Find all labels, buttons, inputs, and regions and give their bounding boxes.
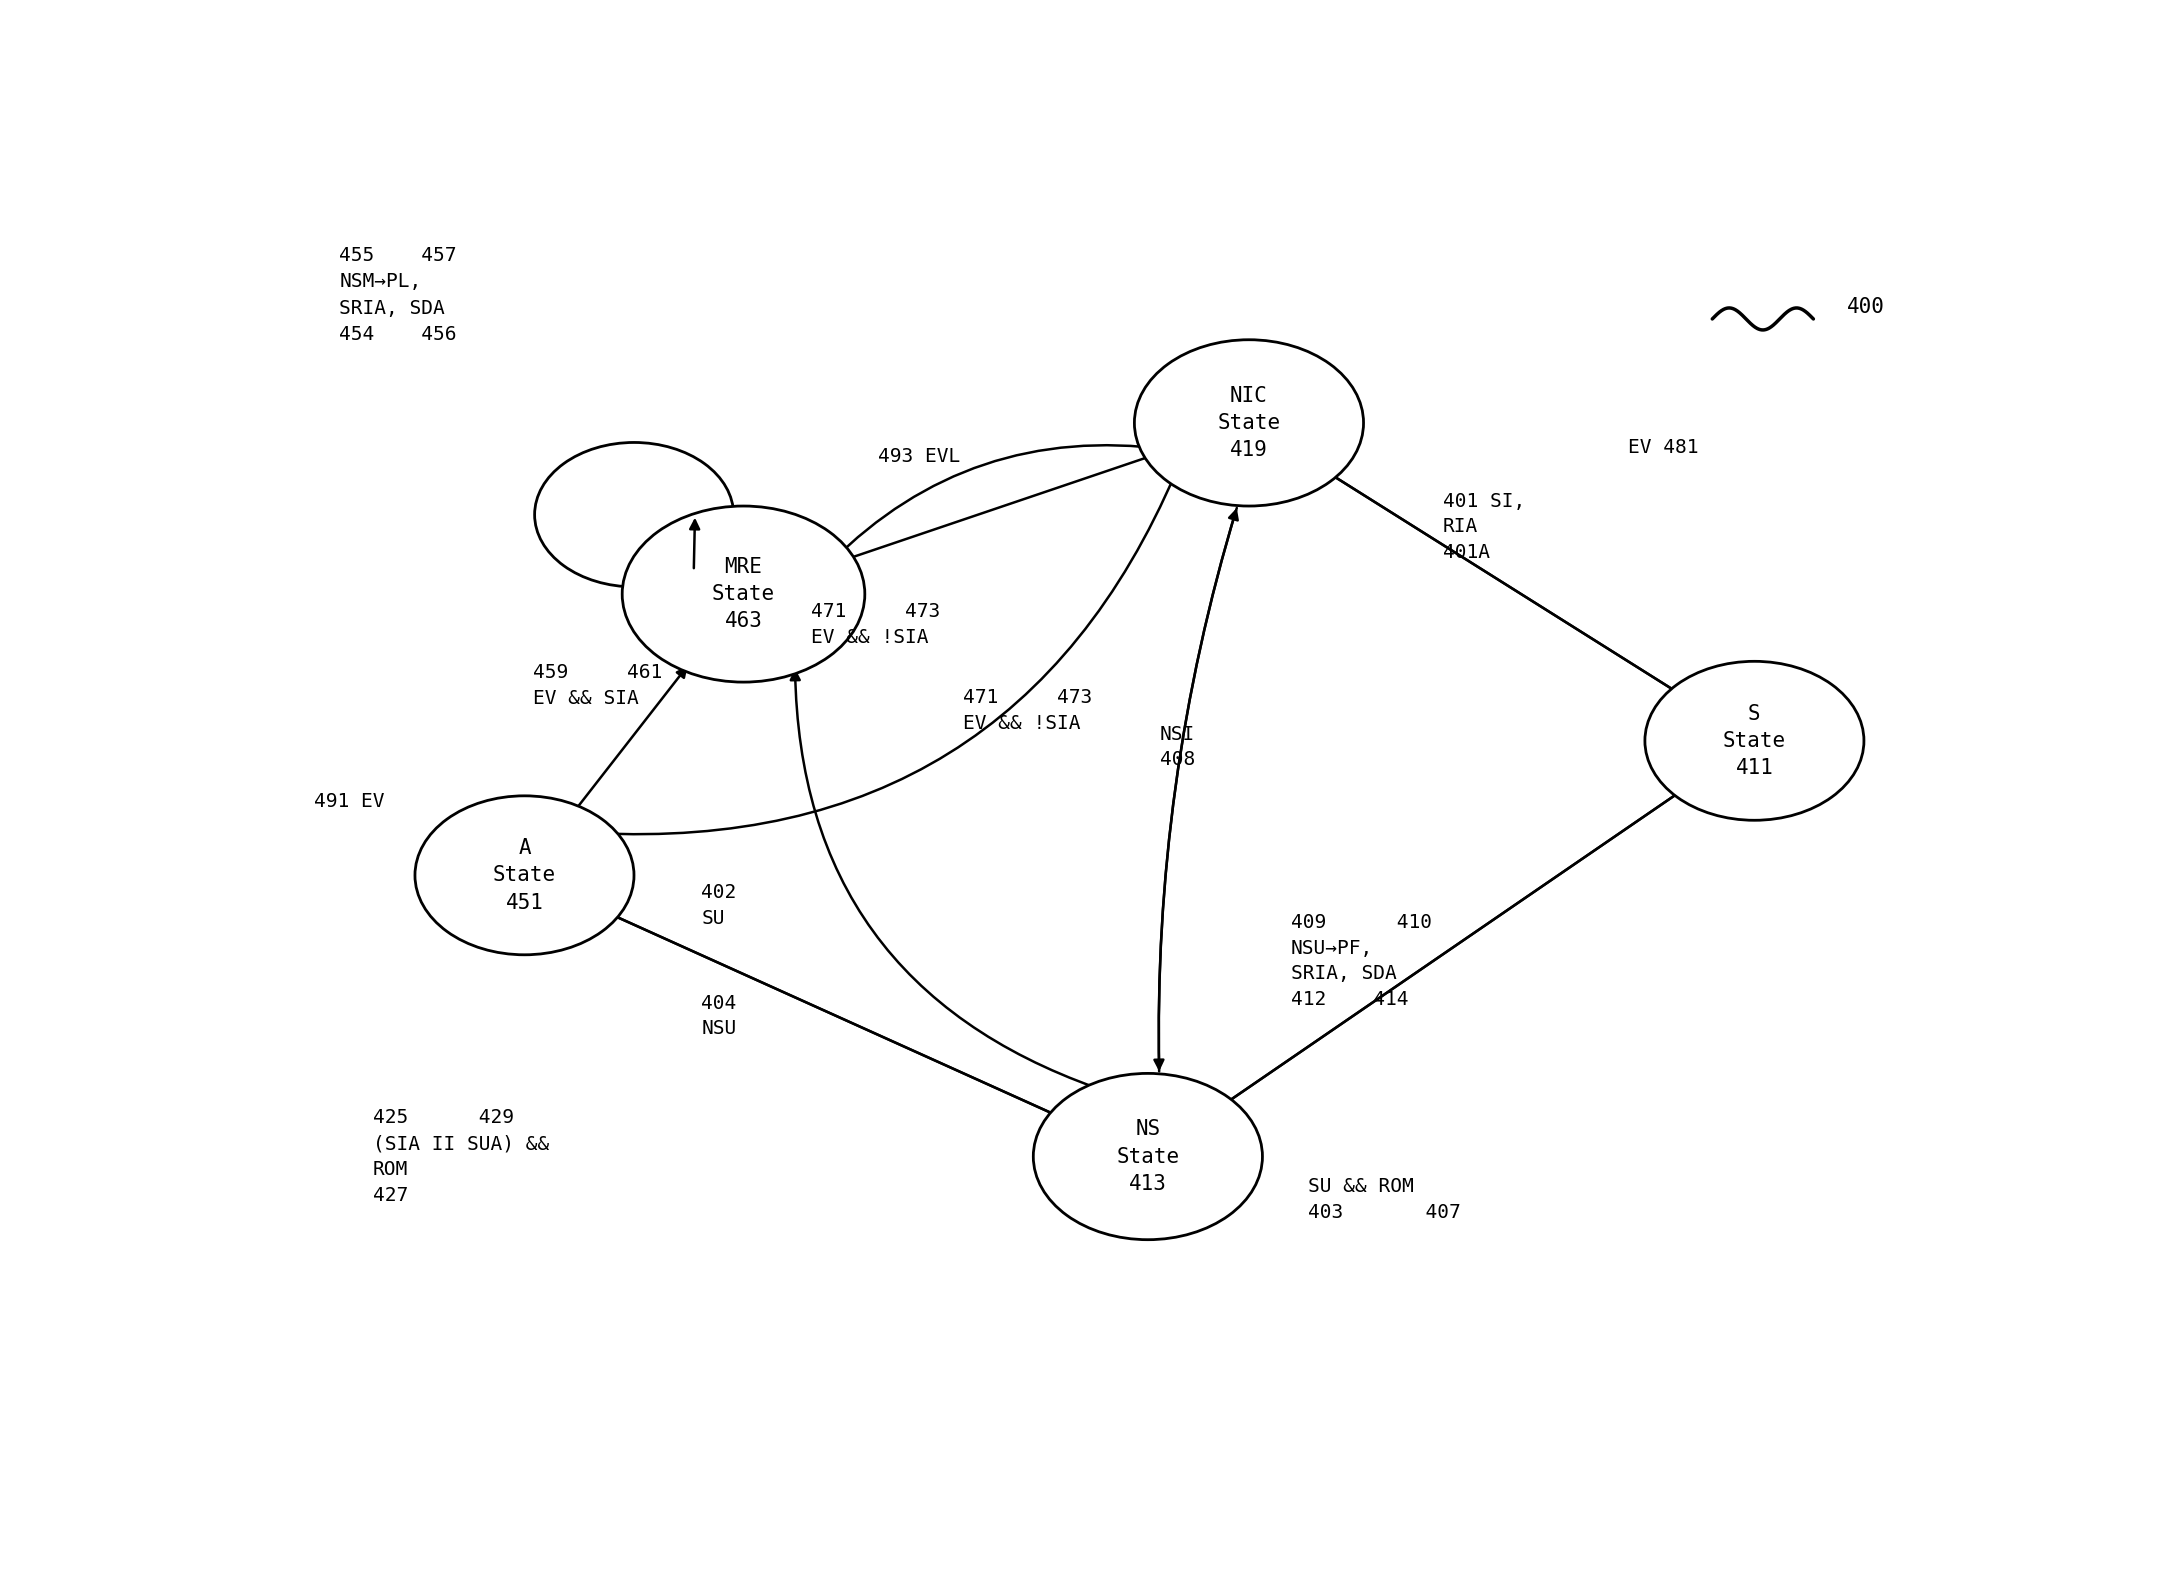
Text: A
State
451: A State 451	[493, 838, 557, 913]
FancyArrowPatch shape	[600, 910, 1067, 1120]
Text: 402
SU: 402 SU	[702, 883, 737, 929]
Text: S
State
411: S State 411	[1722, 703, 1787, 778]
FancyArrowPatch shape	[1322, 468, 1683, 696]
FancyArrowPatch shape	[830, 449, 1165, 565]
FancyArrowPatch shape	[1324, 470, 1685, 697]
Circle shape	[622, 507, 865, 683]
FancyArrowPatch shape	[1222, 788, 1687, 1107]
FancyArrowPatch shape	[830, 445, 1167, 562]
Text: NSI
408: NSI 408	[1159, 724, 1196, 769]
FancyArrowPatch shape	[576, 669, 685, 810]
FancyArrowPatch shape	[1220, 789, 1685, 1108]
Text: NS
State
413: NS State 413	[1115, 1120, 1180, 1194]
FancyArrowPatch shape	[1159, 511, 1237, 1072]
FancyArrowPatch shape	[602, 910, 1070, 1121]
Text: 455    457
NSM→PL,
SRIA, SDA
454    456: 455 457 NSM→PL, SRIA, SDA 454 456	[339, 246, 457, 345]
Text: 459     461
EV && SIA: 459 461 EV && SIA	[533, 664, 663, 708]
Text: MRE
State
463: MRE State 463	[711, 557, 776, 632]
Text: 409      410
NSU→PF,
SRIA, SDA
412    414: 409 410 NSU→PF, SRIA, SDA 412 414	[1291, 913, 1433, 1008]
FancyArrowPatch shape	[596, 472, 1176, 834]
Text: 400: 400	[1848, 297, 1885, 316]
Text: 425      429
(SIA II SUA) &&
ROM
427: 425 429 (SIA II SUA) && ROM 427	[374, 1108, 550, 1205]
Circle shape	[1033, 1073, 1263, 1240]
Circle shape	[1135, 340, 1363, 507]
Text: 401 SI,
RIA
401A: 401 SI, RIA 401A	[1444, 492, 1524, 562]
Circle shape	[535, 443, 733, 588]
Text: 471     473
EV && !SIA: 471 473 EV && !SIA	[963, 688, 1091, 732]
Text: 493 EVL: 493 EVL	[878, 446, 961, 465]
Circle shape	[415, 796, 635, 954]
Text: 471     473
EV && !SIA: 471 473 EV && !SIA	[811, 602, 939, 646]
FancyArrowPatch shape	[1154, 508, 1237, 1069]
Text: NIC
State
419: NIC State 419	[1217, 386, 1280, 461]
Circle shape	[1646, 661, 1863, 821]
Text: EV 481: EV 481	[1628, 438, 1698, 457]
Text: SU && ROM
403       407: SU && ROM 403 407	[1309, 1177, 1461, 1221]
Text: 491 EV: 491 EV	[313, 792, 385, 811]
Text: 404
NSU: 404 NSU	[702, 994, 737, 1039]
FancyArrowPatch shape	[791, 672, 1096, 1088]
